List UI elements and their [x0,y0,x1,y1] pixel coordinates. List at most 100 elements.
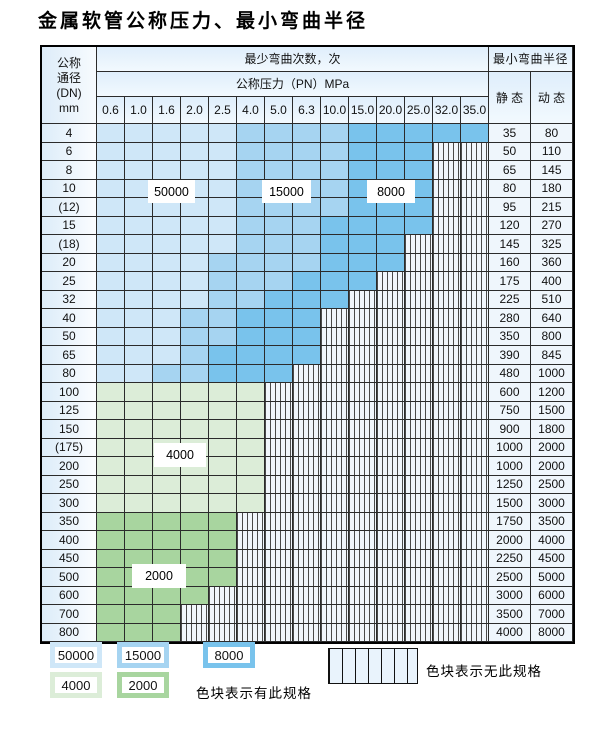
spec-cell [265,235,293,254]
dynamic-radius-cell: 3000 [531,494,573,513]
dynamic-radius-cell: 2000 [531,438,573,457]
pressure-tick: 2.0 [181,97,209,124]
static-radius-cell: 65 [489,161,531,180]
no-spec-cell [349,512,377,531]
spec-cell [265,142,293,161]
no-spec-cell [377,290,405,309]
dn-cell: 15 [42,216,97,235]
no-spec-cell [405,438,433,457]
spec-cell [125,124,153,143]
no-spec-cell [377,401,405,420]
static-radius-cell: 1000 [489,438,531,457]
dn-cell: 450 [42,549,97,568]
spec-cell [97,438,125,457]
static-radius-cell: 600 [489,383,531,402]
spec-cell [377,235,405,254]
no-spec-cell [209,586,237,605]
no-spec-cell [433,383,461,402]
spec-cell [181,531,209,550]
spec-cell [153,605,181,624]
spec-cell [181,161,209,180]
spec-cell [293,142,321,161]
dynamic-radius-cell: 215 [531,198,573,217]
no-spec-cell [349,457,377,476]
no-spec-cell [209,605,237,624]
spec-cell [125,327,153,346]
spec-cell [97,512,125,531]
no-spec-cell [405,420,433,439]
spec-cell [209,161,237,180]
dynamic-radius-cell: 640 [531,309,573,328]
no-spec-cell [293,605,321,624]
static-radius-cell: 2000 [489,531,531,550]
no-spec-cell [377,512,405,531]
dynamic-radius-cell: 1800 [531,420,573,439]
no-spec-cell [433,235,461,254]
no-spec-cell [321,457,349,476]
spec-cell [125,309,153,328]
no-spec-cell [349,309,377,328]
no-spec-cell [377,586,405,605]
spec-cell [125,420,153,439]
dn-cell: 25 [42,272,97,291]
no-spec-cell [433,161,461,180]
dn-cell: 40 [42,309,97,328]
dynamic-radius-cell: 80 [531,124,573,143]
no-spec-cell [405,401,433,420]
static-radius-cell: 3500 [489,605,531,624]
spec-cell [377,124,405,143]
dn-cell: 8 [42,161,97,180]
no-spec-cell [321,438,349,457]
no-spec-cell [349,494,377,513]
no-spec-cell [349,383,377,402]
dynamic-radius-cell: 7000 [531,605,573,624]
no-spec-cell [461,475,489,494]
no-spec-cell [293,494,321,513]
no-spec-cell [405,253,433,272]
static-radius-cell: 3000 [489,586,531,605]
spec-cell [209,364,237,383]
pressure-tick: 10.0 [321,97,349,124]
spec-cell [181,364,209,383]
no-spec-cell [461,586,489,605]
spec-cell [349,253,377,272]
no-spec-cell [433,494,461,513]
dynamic-radius-cell: 2000 [531,457,573,476]
dynamic-radius-cell: 270 [531,216,573,235]
spec-cell [209,290,237,309]
legend-no-spec-text: 色块表示无此规格 [426,664,542,679]
spec-cell [209,457,237,476]
dn-cell: 250 [42,475,97,494]
no-spec-cell [349,438,377,457]
spec-cell [181,586,209,605]
no-spec-cell [405,383,433,402]
spec-cell [293,346,321,365]
static-radius-cell: 35 [489,124,531,143]
spec-cell [125,457,153,476]
spec-cell [97,309,125,328]
no-spec-cell [461,512,489,531]
static-radius-cell: 80 [489,179,531,198]
spec-cell [209,420,237,439]
no-spec-cell [349,327,377,346]
pressure-tick: 4.0 [237,97,265,124]
spec-cell [125,494,153,513]
spec-cell [237,124,265,143]
no-spec-cell [405,309,433,328]
no-spec-cell [461,457,489,476]
no-spec-cell [433,327,461,346]
dynamic-radius-cell: 1500 [531,401,573,420]
spec-cell [265,198,293,217]
spec-cell [237,438,265,457]
spec-cell [97,161,125,180]
pressure-tick: 1.0 [125,97,153,124]
no-spec-cell [321,549,349,568]
no-spec-cell [293,586,321,605]
no-spec-cell [405,272,433,291]
spec-cell [97,216,125,235]
no-spec-cell [265,401,293,420]
spec-cell [209,494,237,513]
dynamic-radius-cell: 1200 [531,383,573,402]
no-spec-cell [461,420,489,439]
no-spec-cell [321,309,349,328]
